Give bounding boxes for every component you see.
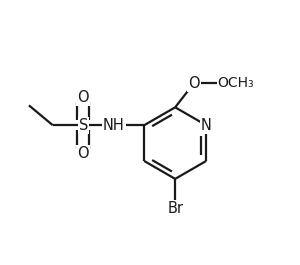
Text: O: O: [77, 145, 89, 161]
Text: O: O: [77, 90, 89, 105]
Text: Br: Br: [167, 201, 183, 215]
Text: NH: NH: [103, 118, 124, 133]
Text: N: N: [201, 118, 212, 133]
Text: O: O: [188, 76, 200, 91]
Text: OCH₃: OCH₃: [218, 77, 254, 90]
Text: S: S: [79, 118, 88, 133]
